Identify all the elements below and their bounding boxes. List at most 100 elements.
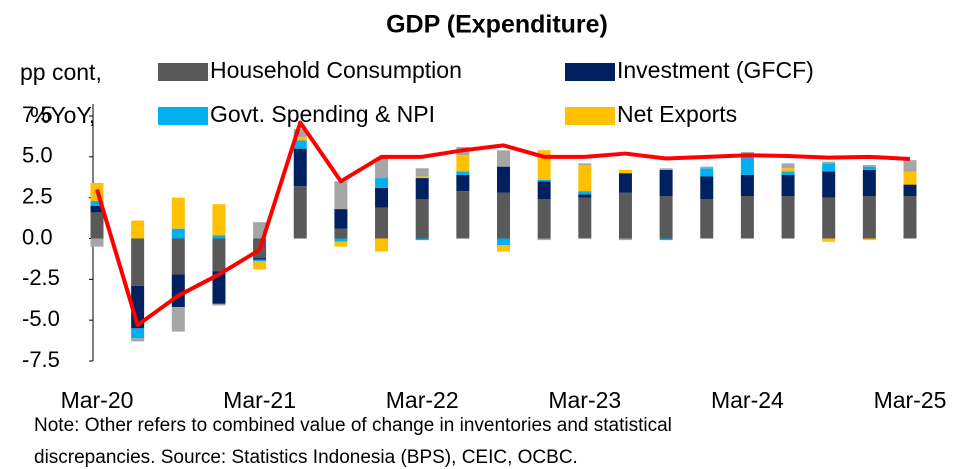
bar-segment <box>456 191 470 239</box>
bar-segment <box>822 197 836 239</box>
legend-swatch <box>158 63 208 81</box>
bar-segment <box>90 200 104 206</box>
bar-segment <box>171 238 185 275</box>
bar-segment <box>90 212 104 239</box>
bar-segment <box>862 166 876 170</box>
bar-segment <box>781 168 795 172</box>
y-axis-label: %YoY, <box>30 102 95 128</box>
legend-label: Govt. Spending & NPI <box>210 101 435 127</box>
y-tick-label: 0.0 <box>22 224 53 249</box>
bar-segment <box>497 238 510 246</box>
y-tick-label: -5.0 <box>22 306 60 331</box>
bar-segment <box>334 238 348 242</box>
bar-segment <box>578 191 592 195</box>
y-tick-label: -2.5 <box>22 265 60 290</box>
bar-segment <box>131 220 145 239</box>
bar-segment <box>293 137 307 141</box>
bar-segment <box>781 174 795 197</box>
bar-segment <box>578 197 592 239</box>
bar-segment <box>618 192 632 239</box>
legend-swatch <box>158 107 208 125</box>
bar-segment <box>334 228 348 239</box>
legend-label: Investment (GFCF) <box>617 57 814 83</box>
bar-segment <box>578 165 592 192</box>
bar-segment <box>497 166 510 193</box>
bar-segment <box>253 259 267 262</box>
bar-segment <box>740 156 754 175</box>
note: Note: Other refers to combined value of … <box>34 415 672 436</box>
bar-segment <box>253 258 267 260</box>
bar-segment <box>293 140 307 149</box>
bar-segment <box>537 199 551 239</box>
bar-segment <box>171 307 185 332</box>
chart-title: GDP (Expenditure) <box>386 11 608 39</box>
x-tick-label: Mar-24 <box>711 387 784 413</box>
bar-segment <box>862 165 876 167</box>
x-tick-label: Mar-21 <box>223 387 296 413</box>
bar-segment <box>415 168 429 177</box>
x-tick-label: Mar-25 <box>874 387 947 413</box>
bar-segment <box>253 261 267 270</box>
bar-segment <box>375 207 389 239</box>
bar-segment <box>862 238 876 241</box>
gdp-line <box>95 120 911 328</box>
bar-segment <box>212 271 226 304</box>
bar-segment <box>537 238 551 241</box>
bar-segment <box>456 174 470 192</box>
legend-label: Household Consumption <box>210 57 462 83</box>
bar-segment <box>822 163 836 172</box>
bar-segment <box>537 181 551 200</box>
bar-segment <box>659 169 673 197</box>
bar-segment <box>700 166 714 169</box>
bar-segment <box>903 160 917 172</box>
bar-segment <box>90 205 104 213</box>
bar-segment <box>578 194 592 198</box>
bar-segment <box>293 186 307 239</box>
bar-segment <box>171 274 185 308</box>
legend-swatch <box>565 107 615 125</box>
bar-segment <box>659 168 673 170</box>
bar-segment <box>497 150 510 167</box>
bar-segment <box>375 238 389 252</box>
bar-segment <box>415 238 429 241</box>
bar-segment <box>618 169 632 174</box>
x-tick-label: Mar-20 <box>61 387 134 413</box>
bar-segment <box>90 238 104 247</box>
bar-segment <box>334 181 348 210</box>
bar-segment <box>659 196 673 239</box>
bar-segment <box>903 196 917 239</box>
bar-segment <box>212 204 226 236</box>
bar-segment <box>497 192 510 239</box>
bar-segment <box>781 196 795 239</box>
bar-segment <box>293 129 307 138</box>
bar-segment <box>822 238 836 242</box>
bar-segment <box>375 158 389 179</box>
bar-segment <box>131 338 145 342</box>
x-tick-label: Mar-22 <box>386 387 459 413</box>
bar-segment <box>618 238 632 241</box>
bar-segment <box>131 238 145 286</box>
y-tick-label: 5.0 <box>22 143 53 168</box>
bar-segment <box>497 245 510 252</box>
y-tick-label: 7.5 <box>22 102 53 127</box>
bar-segment <box>700 199 714 239</box>
y-axis-label: pp cont, <box>20 59 102 85</box>
bar-segment <box>334 209 348 229</box>
bar-segment <box>862 169 876 197</box>
bar-segment <box>740 174 754 197</box>
bar-segment <box>537 179 551 182</box>
bar-segment <box>456 171 470 175</box>
bar-segment <box>903 171 917 185</box>
bar-segment <box>781 163 795 169</box>
bar-segment <box>578 163 592 165</box>
bar-segment <box>171 197 185 229</box>
y-tick-label: 2.5 <box>22 183 53 208</box>
bar-segment <box>700 168 714 177</box>
bar-segment <box>334 241 348 247</box>
bar-segment <box>659 238 673 241</box>
bar-segment <box>903 184 917 197</box>
bar-segment <box>375 187 389 208</box>
bar-segment <box>415 176 429 179</box>
bar-segment <box>415 178 429 200</box>
